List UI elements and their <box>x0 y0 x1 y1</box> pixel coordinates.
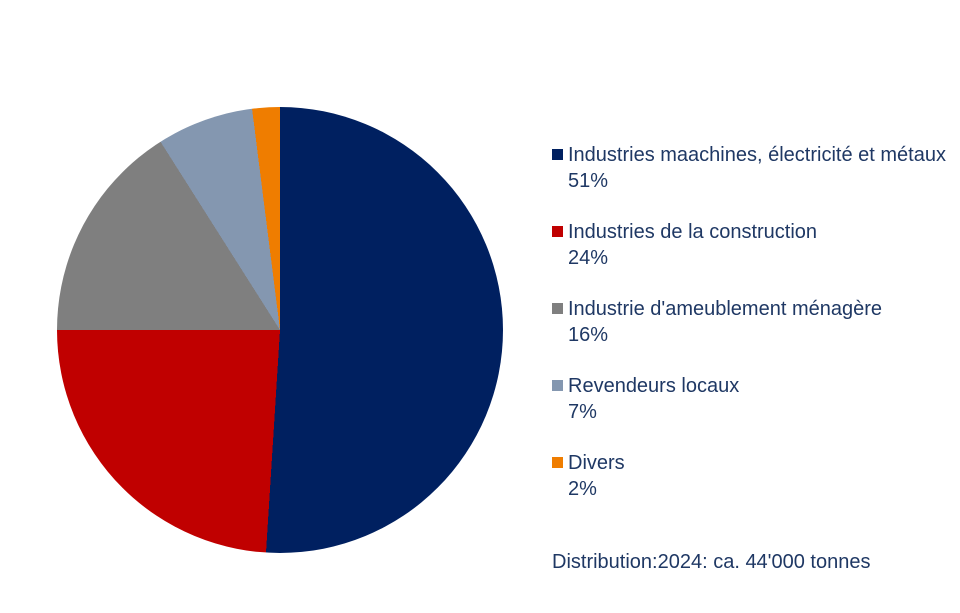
legend-value: 51% <box>568 170 609 192</box>
legend-swatch-icon <box>552 303 563 314</box>
legend-label: Industries maachines, électricité et mét… <box>568 144 946 166</box>
legend-label: Divers <box>568 452 625 474</box>
pie-chart <box>57 107 503 553</box>
legend-value: 7% <box>568 401 597 423</box>
legend-item: Industries maachines, électricité et mét… <box>552 142 946 194</box>
legend-item: Industries de la construction 24% <box>552 219 946 271</box>
legend-swatch-icon <box>552 380 563 391</box>
legend-swatch-icon <box>552 149 563 160</box>
legend-label: Industrie d'ameublement ménagère <box>568 298 883 320</box>
legend-label: Industries de la construction <box>568 221 818 243</box>
legend: Industries maachines, électricité et mét… <box>552 142 946 502</box>
legend-swatch-icon <box>552 226 563 237</box>
legend-swatch-icon <box>552 457 563 468</box>
legend-item: Industrie d'ameublement ménagère 16% <box>552 296 946 348</box>
distribution-note: Distribution:2024: ca. 44'000 tonnes <box>552 551 871 573</box>
legend-item: Divers 2% <box>552 450 946 502</box>
legend-label: Revendeurs locaux <box>568 375 740 397</box>
legend-item: Revendeurs locaux 7% <box>552 373 946 425</box>
legend-value: 2% <box>568 478 597 500</box>
legend-value: 16% <box>568 324 609 346</box>
legend-value: 24% <box>568 247 609 269</box>
